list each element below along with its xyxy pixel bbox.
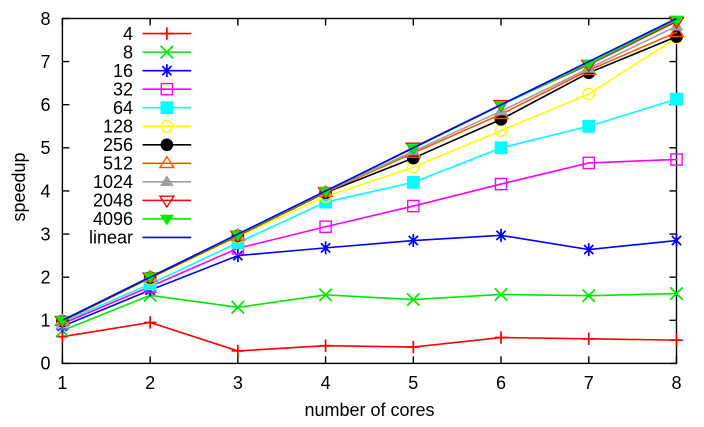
svg-text:3: 3 bbox=[233, 373, 243, 393]
svg-text:linear: linear bbox=[89, 228, 133, 248]
svg-text:1024: 1024 bbox=[93, 172, 133, 192]
svg-text:1: 1 bbox=[57, 373, 67, 393]
svg-text:number of cores: number of cores bbox=[304, 400, 434, 420]
svg-text:2048: 2048 bbox=[93, 191, 133, 211]
svg-text:512: 512 bbox=[103, 154, 133, 174]
svg-text:3: 3 bbox=[40, 224, 50, 244]
svg-text:4: 4 bbox=[40, 181, 50, 201]
svg-text:16: 16 bbox=[113, 61, 133, 81]
svg-text:2: 2 bbox=[145, 373, 155, 393]
svg-text:speedup: speedup bbox=[9, 152, 29, 221]
svg-text:128: 128 bbox=[103, 117, 133, 137]
svg-text:7: 7 bbox=[40, 52, 50, 72]
svg-text:4: 4 bbox=[123, 24, 133, 44]
svg-text:5: 5 bbox=[40, 138, 50, 158]
svg-text:32: 32 bbox=[113, 79, 133, 99]
svg-text:1: 1 bbox=[40, 311, 50, 331]
svg-text:8: 8 bbox=[671, 373, 681, 393]
svg-text:0: 0 bbox=[40, 354, 50, 374]
svg-text:6: 6 bbox=[40, 95, 50, 115]
svg-text:6: 6 bbox=[496, 373, 506, 393]
svg-text:7: 7 bbox=[584, 373, 594, 393]
svg-text:2: 2 bbox=[40, 267, 50, 287]
svg-text:4096: 4096 bbox=[93, 209, 133, 229]
svg-text:256: 256 bbox=[103, 135, 133, 155]
svg-text:4: 4 bbox=[321, 373, 331, 393]
svg-text:8: 8 bbox=[123, 42, 133, 62]
svg-text:8: 8 bbox=[40, 9, 50, 29]
svg-text:64: 64 bbox=[113, 98, 133, 118]
svg-text:5: 5 bbox=[408, 373, 418, 393]
